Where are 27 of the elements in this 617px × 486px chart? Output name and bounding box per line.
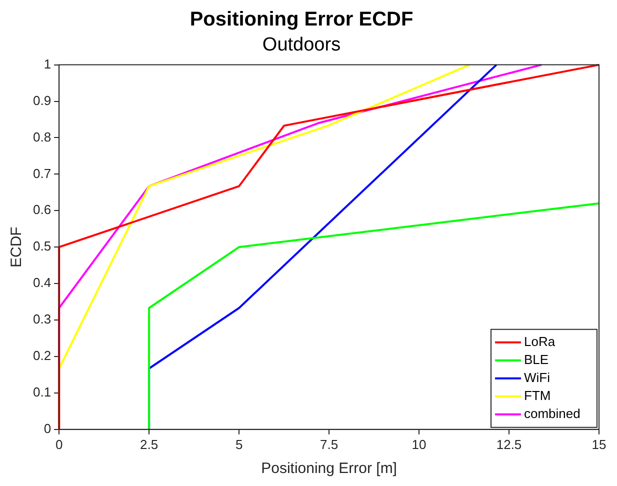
x-tick-label: 7.5: [320, 436, 338, 452]
y-tick-label: 0.6: [32, 202, 52, 218]
y-tick-label: 0.1: [32, 384, 52, 400]
y-tick-label: 0.5: [32, 238, 52, 254]
y-tick-label: 0.2: [32, 348, 52, 364]
y-tick-label: 0: [44, 420, 52, 436]
legend-label: combined: [524, 406, 580, 421]
y-tick-label: 0.4: [32, 275, 52, 290]
legend-label: BLE: [524, 352, 549, 367]
y-tick-label: 0.7: [32, 166, 52, 181]
x-tick-label: 10: [412, 436, 426, 452]
x-tick-label: 5: [235, 436, 243, 452]
legend-label: LoRa: [524, 334, 556, 349]
x-tick-label: 12.5: [496, 436, 522, 452]
y-tick-label: 1: [44, 56, 52, 72]
y-tick-label: 0.8: [32, 129, 52, 144]
chart-title: Positioning Error ECDF: [190, 8, 414, 31]
y-axis-title: ECDF: [8, 226, 26, 268]
x-tick-label: 0: [55, 436, 63, 452]
x-tick-label: 15: [592, 436, 606, 452]
legend-label: FTM: [524, 388, 551, 403]
legend-label: WiFi: [524, 370, 550, 385]
x-tick-label: 2.5: [140, 436, 158, 452]
y-tick-label: 0.9: [32, 92, 52, 108]
y-tick-label: 0.3: [32, 312, 52, 327]
chart-subtitle: Outdoors: [262, 34, 341, 56]
x-axis-title: Positioning Error [m]: [261, 460, 397, 478]
